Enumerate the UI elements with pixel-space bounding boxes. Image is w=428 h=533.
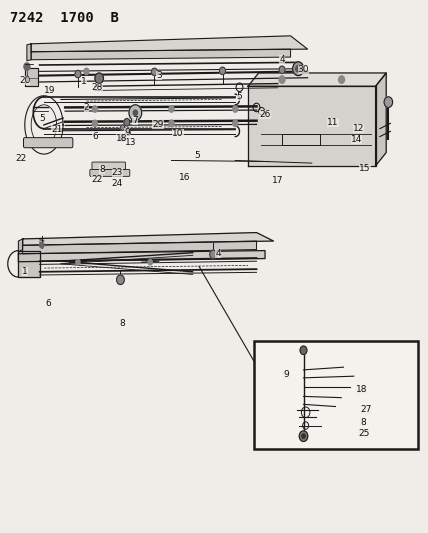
Text: 19: 19	[44, 86, 55, 95]
Circle shape	[75, 70, 81, 78]
Text: 21: 21	[51, 125, 62, 134]
Circle shape	[129, 105, 142, 120]
Text: 7242  1700  B: 7242 1700 B	[10, 11, 119, 25]
Circle shape	[116, 275, 124, 285]
Polygon shape	[18, 251, 40, 277]
Text: 29: 29	[152, 120, 163, 129]
Circle shape	[40, 243, 44, 248]
Text: 13: 13	[125, 138, 137, 147]
Polygon shape	[31, 49, 291, 60]
Text: 3: 3	[156, 71, 162, 80]
Text: 6: 6	[45, 299, 51, 308]
Text: 20: 20	[19, 76, 30, 85]
Circle shape	[148, 260, 152, 265]
Text: 5: 5	[194, 151, 200, 160]
Text: 8: 8	[360, 418, 366, 427]
Text: 24: 24	[112, 179, 123, 188]
Polygon shape	[23, 232, 273, 245]
Text: 10: 10	[172, 130, 184, 139]
Text: 28: 28	[91, 83, 103, 92]
Text: 4: 4	[279, 55, 285, 64]
Circle shape	[95, 73, 104, 84]
Text: 12: 12	[353, 124, 364, 133]
Circle shape	[220, 67, 226, 75]
Text: 25: 25	[358, 429, 369, 438]
Text: 30: 30	[297, 64, 309, 74]
Text: 7: 7	[132, 116, 138, 125]
Circle shape	[233, 106, 238, 112]
Text: 8: 8	[99, 166, 105, 174]
Text: 5: 5	[39, 114, 45, 123]
Bar	[254, 341, 418, 449]
Polygon shape	[27, 44, 31, 61]
Text: 8: 8	[120, 319, 125, 328]
Circle shape	[126, 130, 130, 135]
Text: 4: 4	[215, 249, 221, 258]
Circle shape	[293, 62, 304, 76]
Text: 6: 6	[92, 132, 98, 141]
Circle shape	[296, 66, 301, 72]
Polygon shape	[18, 251, 265, 262]
Text: 5: 5	[237, 92, 242, 101]
Circle shape	[76, 260, 80, 265]
Circle shape	[300, 346, 307, 354]
Text: 22: 22	[16, 154, 27, 163]
FancyBboxPatch shape	[90, 169, 130, 176]
Polygon shape	[248, 86, 376, 166]
Text: 27: 27	[360, 405, 372, 414]
Circle shape	[279, 76, 285, 83]
Text: 11: 11	[327, 118, 339, 127]
FancyBboxPatch shape	[24, 138, 73, 148]
Circle shape	[152, 68, 158, 76]
Circle shape	[92, 120, 98, 126]
FancyBboxPatch shape	[92, 162, 125, 169]
Polygon shape	[248, 73, 386, 86]
Circle shape	[384, 97, 392, 108]
Circle shape	[120, 135, 125, 141]
Polygon shape	[25, 68, 38, 86]
Circle shape	[339, 76, 345, 83]
Circle shape	[124, 118, 130, 126]
Circle shape	[84, 68, 89, 75]
Text: 22: 22	[92, 175, 103, 184]
Circle shape	[210, 250, 217, 259]
Polygon shape	[376, 73, 386, 166]
Text: 23: 23	[112, 168, 123, 177]
Circle shape	[279, 66, 285, 74]
Circle shape	[233, 120, 238, 126]
Circle shape	[169, 106, 174, 112]
Circle shape	[24, 63, 30, 70]
Bar	[282, 134, 320, 144]
Text: 16: 16	[178, 173, 190, 182]
Text: 17: 17	[272, 176, 283, 185]
Text: 9: 9	[124, 128, 130, 138]
Text: 18: 18	[356, 385, 367, 394]
Text: 26: 26	[259, 110, 271, 119]
Text: 1: 1	[81, 77, 87, 86]
Text: 2: 2	[83, 103, 89, 112]
Polygon shape	[23, 241, 256, 254]
Circle shape	[133, 110, 137, 115]
Text: 18: 18	[116, 134, 127, 143]
Polygon shape	[31, 36, 308, 52]
Text: 1: 1	[22, 268, 28, 276]
Circle shape	[120, 125, 125, 130]
Polygon shape	[18, 239, 23, 252]
Circle shape	[299, 431, 308, 441]
Text: 14: 14	[351, 135, 362, 144]
Circle shape	[92, 106, 98, 112]
Text: 9: 9	[283, 370, 289, 379]
Text: 15: 15	[359, 164, 371, 173]
Circle shape	[302, 434, 305, 438]
Circle shape	[169, 120, 174, 126]
